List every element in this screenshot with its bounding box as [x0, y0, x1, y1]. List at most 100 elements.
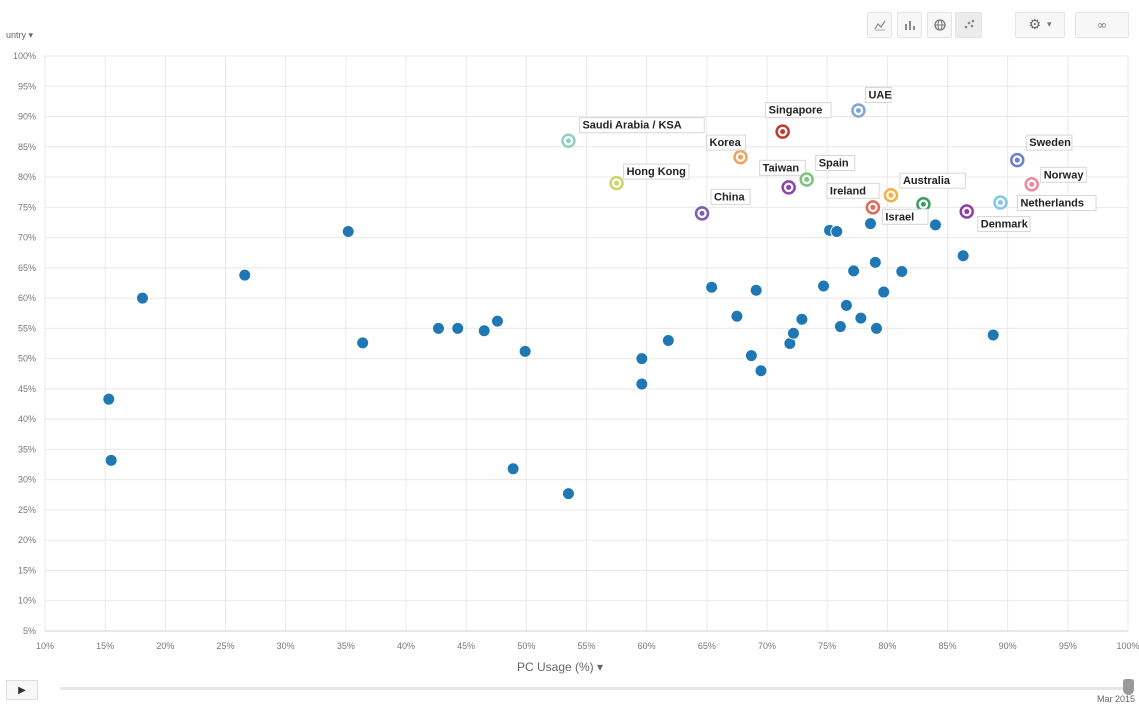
y-tick-label: 25%	[18, 505, 36, 515]
data-point[interactable]	[868, 255, 882, 269]
highlighted-point-core	[870, 204, 876, 210]
data-point[interactable]	[749, 283, 763, 297]
data-point[interactable]	[833, 320, 847, 334]
data-point[interactable]	[490, 314, 504, 328]
data-point[interactable]	[135, 291, 149, 305]
y-axis-ticks: 100% 95% 90% 85% 80% 75% 70% 65% 60% 55% 50% 45% 40%…	[13, 51, 36, 636]
data-point[interactable]	[895, 264, 909, 278]
data-point[interactable]	[928, 218, 942, 232]
point-label-israel: Israel	[885, 211, 914, 223]
point-label-china: China	[714, 191, 745, 203]
line-chart-button[interactable]	[867, 12, 892, 38]
data-point[interactable]	[561, 487, 575, 501]
data-point[interactable]	[341, 225, 355, 239]
data-point[interactable]	[661, 333, 675, 347]
data-point[interactable]	[854, 311, 868, 325]
data-point[interactable]	[635, 377, 649, 391]
x-tick-label: 20%	[156, 641, 174, 651]
play-button[interactable]: ▶	[6, 680, 38, 700]
data-point[interactable]	[817, 279, 831, 293]
data-point[interactable]	[705, 280, 719, 294]
x-tick-label: 60%	[638, 641, 656, 651]
data-point[interactable]	[431, 321, 445, 335]
settings-button[interactable]: ⚙ ▾	[1015, 12, 1065, 38]
data-point[interactable]	[870, 321, 884, 335]
color-legend-dropdown[interactable]: untry ▾	[6, 30, 34, 40]
point-label-box	[1040, 166, 1087, 183]
data-point[interactable]	[102, 392, 116, 406]
timeline-slider-track[interactable]	[60, 687, 1128, 690]
data-point[interactable]	[795, 312, 809, 326]
data-point[interactable]	[518, 344, 532, 358]
point-label-uae: UAE	[868, 89, 891, 101]
x-tick-label: 50%	[517, 641, 535, 651]
x-tick-label: 10%	[36, 641, 54, 651]
data-point[interactable]	[863, 217, 877, 231]
y-tick-label: 35%	[18, 444, 36, 454]
y-tick-label: 50%	[18, 354, 36, 364]
highlighted-point-core	[888, 192, 894, 198]
chart-points	[102, 217, 1000, 501]
line-chart-icon	[873, 20, 885, 31]
y-tick-label: 75%	[18, 202, 36, 212]
data-point[interactable]	[754, 364, 768, 378]
data-point[interactable]	[356, 336, 370, 350]
settings-caret-icon: ▾	[1047, 20, 1052, 30]
map-chart-button[interactable]	[927, 12, 952, 38]
bar-chart-button[interactable]	[897, 12, 922, 38]
y-tick-label: 20%	[18, 535, 36, 545]
point-label-singapore: Singapore	[769, 105, 823, 117]
data-point[interactable]	[635, 352, 649, 366]
x-axis-ticks: 10% 15% 20% 25% 30% 35% 40% 45% 50% 55% 60% 65% 70% 7…	[36, 641, 1139, 651]
highlighted-points: Saudi Arabia / KSA Hong Kong Korea Singapor…	[561, 86, 1097, 233]
point-label-ireland: Ireland	[830, 185, 866, 197]
x-tick-label: 100%	[1116, 641, 1139, 651]
data-point[interactable]	[730, 309, 744, 323]
point-label-hong-kong: Hong Kong	[627, 166, 686, 178]
x-tick-label: 55%	[577, 641, 595, 651]
link-button[interactable]: ∞	[1075, 12, 1129, 38]
data-point[interactable]	[830, 225, 844, 239]
x-tick-label: 95%	[1059, 641, 1077, 651]
point-label-box	[623, 163, 690, 180]
point-label-korea: Korea	[710, 137, 742, 149]
data-point[interactable]	[477, 324, 491, 338]
data-point[interactable]	[956, 249, 970, 263]
y-tick-label: 100%	[13, 51, 36, 61]
data-point[interactable]	[877, 285, 891, 299]
point-label-spain: Spain	[819, 157, 849, 169]
timeline-slider-handle[interactable]	[1123, 679, 1134, 695]
highlighted-point-core	[780, 129, 786, 135]
point-label-box	[826, 182, 880, 199]
x-tick-label: 65%	[698, 641, 716, 651]
y-tick-label: 85%	[18, 142, 36, 152]
x-tick-label: 90%	[999, 641, 1017, 651]
point-label-australia: Australia	[903, 175, 951, 187]
data-point[interactable]	[839, 298, 853, 312]
data-point[interactable]	[506, 462, 520, 476]
y-tick-label: 5%	[23, 626, 36, 636]
highlighted-point-core	[786, 184, 792, 190]
data-point[interactable]	[786, 326, 800, 340]
highlighted-point-core	[699, 210, 705, 216]
point-label-box	[864, 86, 892, 103]
data-point[interactable]	[847, 264, 861, 278]
data-point[interactable]	[744, 349, 758, 363]
y-tick-label: 65%	[18, 263, 36, 273]
y-tick-label: 30%	[18, 475, 36, 485]
x-axis-label[interactable]: PC Usage (%) ▾	[517, 660, 603, 674]
x-tick-label: 80%	[878, 641, 896, 651]
y-tick-label: 15%	[18, 565, 36, 575]
highlighted-point-core	[1029, 181, 1035, 187]
y-tick-label: 10%	[18, 596, 36, 606]
point-label-taiwan: Taiwan	[763, 162, 800, 174]
point-label-box	[1025, 134, 1073, 151]
y-tick-label: 40%	[18, 414, 36, 424]
data-point[interactable]	[238, 268, 252, 282]
scatter-chart-button[interactable]	[955, 12, 982, 38]
highlighted-point-core	[997, 199, 1003, 205]
data-point[interactable]	[451, 321, 465, 335]
data-point[interactable]	[104, 453, 118, 467]
x-tick-label: 75%	[818, 641, 836, 651]
data-point[interactable]	[986, 328, 1000, 342]
